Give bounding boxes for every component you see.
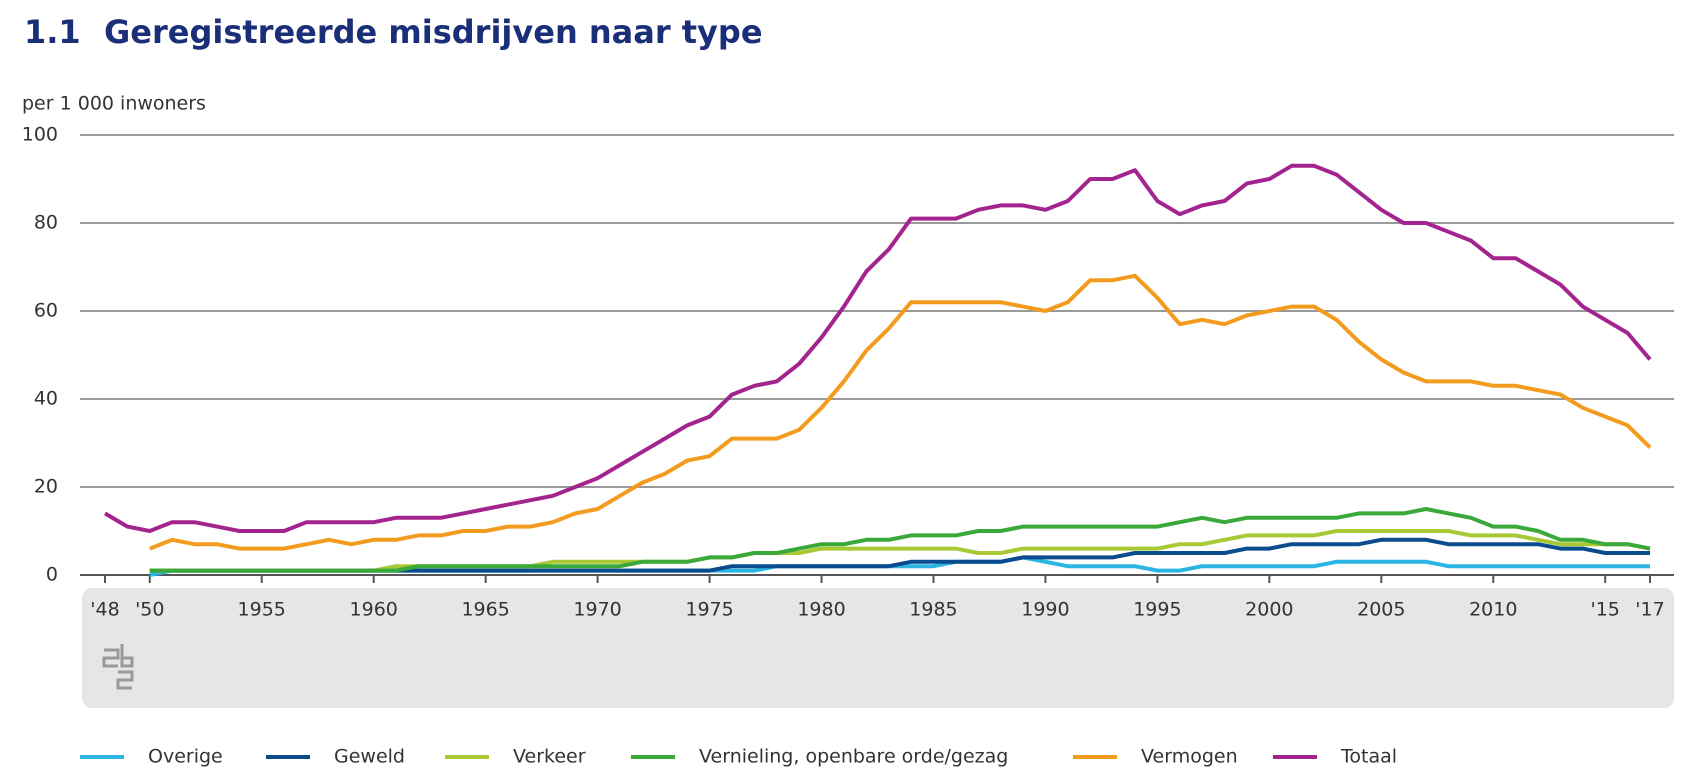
x-tick-label: 1960 xyxy=(350,599,398,621)
x-tick-label: 1970 xyxy=(573,599,621,621)
series-line xyxy=(149,507,1651,573)
y-tick-label: 20 xyxy=(34,476,58,498)
series-line xyxy=(149,537,1650,573)
x-tick-label: '48 xyxy=(90,599,119,621)
x-tick-label: 1980 xyxy=(797,599,845,621)
legend-label: Overige xyxy=(148,746,223,768)
x-tick-label: 1995 xyxy=(1133,599,1181,621)
y-tick-label: 0 xyxy=(46,564,58,586)
x-tick-label: 2000 xyxy=(1245,599,1293,621)
x-tick-label: '50 xyxy=(135,599,164,621)
legend-label: Totaal xyxy=(1340,746,1397,768)
x-tick-label: 1965 xyxy=(461,599,509,621)
y-tick-label: 80 xyxy=(34,212,58,234)
x-tick-label: 1985 xyxy=(909,599,957,621)
y-tick-label: 100 xyxy=(22,124,58,146)
x-tick-label: 2010 xyxy=(1469,599,1517,621)
x-tick-label: '17 xyxy=(1635,599,1664,621)
series-line xyxy=(149,273,1652,551)
legend-label: Vernieling, openbare orde/gezag xyxy=(699,746,1008,768)
chart-title: Geregistreerde misdrijven naar type xyxy=(104,13,763,51)
series-line xyxy=(149,529,1651,573)
x-tick-label: '15 xyxy=(1591,599,1620,621)
chart-number: 1.1 xyxy=(24,13,81,51)
footer-band xyxy=(82,588,1674,708)
series-line xyxy=(103,163,1652,533)
y-axis-label: per 1 000 inwoners xyxy=(22,93,206,115)
y-tick-label: 60 xyxy=(34,300,58,322)
x-tick-label: 2005 xyxy=(1357,599,1405,621)
x-tick-label: 1990 xyxy=(1021,599,1069,621)
legend-label: Verkeer xyxy=(513,746,586,768)
legend-label: Vermogen xyxy=(1141,746,1238,768)
legend-label: Geweld xyxy=(334,746,405,768)
logo xyxy=(102,644,134,690)
x-tick-label: 1955 xyxy=(238,599,286,621)
y-tick-label: 40 xyxy=(34,388,58,410)
x-tick-label: 1975 xyxy=(685,599,733,621)
